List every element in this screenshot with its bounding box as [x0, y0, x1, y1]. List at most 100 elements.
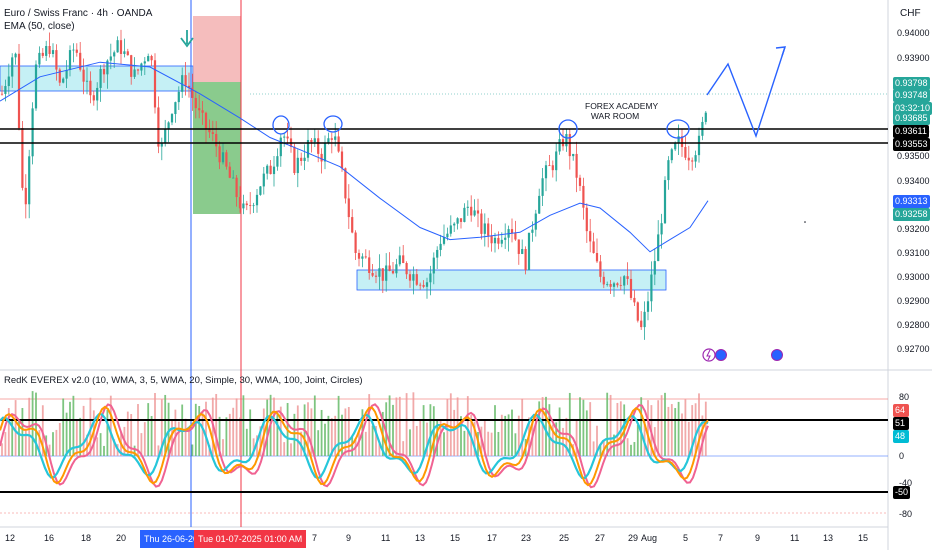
candle-body [680, 136, 684, 147]
candle-body [473, 210, 476, 216]
volume-bar [205, 401, 207, 456]
swing-high-circle[interactable] [666, 119, 690, 139]
short-position-stop-zone[interactable] [193, 16, 241, 82]
candle-body [378, 268, 381, 277]
volume-bar [239, 417, 241, 456]
support-zone[interactable] [356, 269, 667, 291]
volume-bar [541, 397, 544, 456]
candle-body [351, 217, 354, 233]
volume-bar [242, 395, 245, 456]
volume-bar [276, 413, 279, 456]
candle-body [106, 60, 109, 75]
candle-body [157, 107, 160, 147]
volume-bar [21, 407, 24, 456]
price-tag: 0.93258 [893, 208, 930, 221]
volume-bar [395, 397, 398, 456]
candle-body [109, 56, 112, 61]
swing-high-circle[interactable] [272, 115, 290, 135]
time-axis-label: 29 [628, 533, 639, 543]
volume-bar [534, 414, 537, 456]
volume-bar [497, 431, 500, 456]
lightning-event-icon[interactable] [702, 348, 716, 362]
volume-bar [463, 430, 466, 456]
candle-body [116, 40, 119, 53]
volume-bar [504, 415, 507, 456]
volume-bar [674, 408, 677, 456]
volume-bar [188, 428, 190, 456]
candle-body [79, 52, 82, 70]
volume-bar [58, 422, 61, 456]
candle-body [602, 276, 605, 285]
candle-body [391, 270, 395, 274]
time-axis-label: 25 [559, 533, 570, 543]
osc-red-line [0, 403, 709, 489]
volume-bar [273, 397, 275, 456]
price-axis-label: 0.92800 [897, 320, 930, 330]
swing-high-circle[interactable] [558, 119, 578, 139]
candle-body [595, 253, 599, 262]
volume-bar [320, 409, 323, 456]
volume-bar [375, 425, 377, 456]
candle-body [646, 301, 650, 312]
volume-bar [143, 422, 146, 456]
candle-body [208, 128, 211, 133]
candle-body [153, 60, 157, 108]
candle-body [667, 160, 670, 181]
volume-bar [677, 401, 680, 456]
volume-bar [154, 393, 156, 456]
volume-bar [419, 419, 422, 456]
volume-bar [460, 416, 462, 456]
price-axis-label: 0.94000 [897, 28, 930, 38]
event-dot-icon[interactable] [771, 349, 783, 361]
volume-bar [565, 417, 568, 456]
candle-body [629, 278, 633, 298]
volume-bar [232, 407, 235, 456]
volume-bar [640, 397, 643, 456]
candle-body [184, 75, 187, 86]
indicator-legend[interactable]: RedK EVEREX v2.0 (10, WMA, 3, 5, WMA, 20… [4, 375, 363, 386]
candle-body [279, 137, 282, 157]
candle-body [334, 136, 337, 140]
candle-body [337, 136, 340, 152]
lightning-glyph [706, 349, 711, 361]
volume-bar [371, 425, 374, 456]
candle-body [388, 265, 391, 271]
down-arrow-icon[interactable] [180, 30, 194, 48]
swing-high-circle[interactable] [323, 115, 343, 133]
symbol-title[interactable]: Euro / Swiss Franc · 4h · OANDA [4, 8, 153, 19]
volume-bar [150, 416, 153, 456]
candle-body [521, 249, 524, 254]
candle-body [11, 57, 14, 77]
annotation-line-1: FOREX ACADEMY [585, 101, 659, 111]
price-tag: 0.93748 [893, 89, 930, 102]
time-axis-label: 18 [81, 533, 92, 543]
currency-label[interactable]: CHF [900, 8, 921, 19]
ema-legend[interactable]: EMA (50, close) [4, 21, 75, 32]
candle-body [255, 194, 259, 206]
volume-bar [483, 419, 486, 456]
volume-bar [562, 427, 564, 456]
short-position-target-zone[interactable] [193, 82, 241, 214]
candle-body [286, 136, 289, 139]
price-tag: 0.93798 [893, 77, 930, 90]
candle-body [310, 139, 313, 143]
projection-path[interactable] [706, 46, 786, 139]
time-axis-label: 9 [346, 533, 352, 543]
candle-body [303, 157, 306, 161]
time-axis-highlight: Tue 01-07-2025 01:00 AM [194, 530, 307, 548]
candle-body [585, 207, 588, 232]
volume-bar [103, 445, 105, 456]
candle-body [235, 177, 238, 198]
annotation-text[interactable]: FOREX ACADEMY WAR ROOM [585, 101, 658, 121]
candle-body [119, 40, 123, 54]
candle-body [41, 52, 44, 56]
event-dot-icon[interactable] [715, 349, 727, 361]
volume-bar [426, 422, 428, 456]
candle-body [487, 223, 490, 236]
volume-bar [14, 400, 17, 456]
candle-body [439, 243, 442, 250]
resistance-zone[interactable] [0, 65, 194, 92]
volume-bar [113, 439, 116, 456]
candle-body [470, 206, 473, 216]
